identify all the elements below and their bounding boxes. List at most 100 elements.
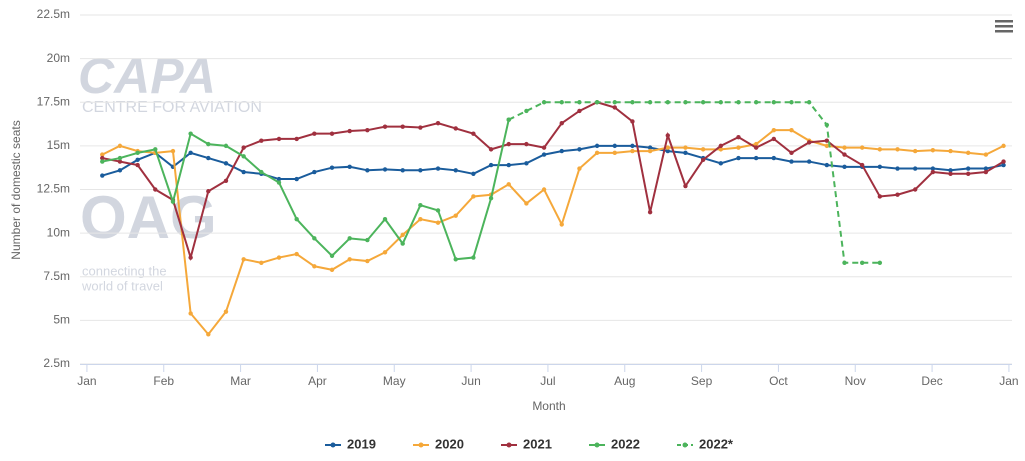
data-point: [665, 148, 670, 154]
legend-item[interactable]: 2021: [501, 436, 552, 451]
data-point: [700, 157, 706, 163]
y-tick-label: 2.5m: [43, 356, 70, 370]
data-point: [365, 237, 370, 243]
watermark-brand: CAPA: [78, 48, 216, 104]
data-point: [736, 100, 741, 105]
data-point: [842, 260, 847, 265]
data-point: [806, 100, 812, 105]
data-point: [630, 148, 635, 154]
y-tick-label: 15m: [47, 138, 70, 152]
data-point: [241, 257, 246, 262]
data-point: [577, 108, 582, 114]
data-point: [241, 145, 246, 150]
menu-icon[interactable]: [995, 20, 1013, 33]
series-line: [101, 129, 1004, 336]
watermark-logo: OAG: [80, 184, 217, 251]
data-point: [912, 148, 918, 154]
watermark-brand-sub: CENTRE FOR AVIATION: [82, 99, 262, 116]
data-point: [418, 168, 423, 173]
x-tick-label: Nov: [845, 374, 866, 388]
legend-item[interactable]: 2022: [589, 436, 640, 451]
data-point: [153, 147, 158, 152]
data-point: [453, 168, 458, 173]
data-point: [559, 148, 564, 154]
data-point: [700, 147, 706, 152]
data-point: [1001, 159, 1006, 164]
data-point: [577, 100, 582, 105]
data-point: [541, 152, 547, 157]
data-point: [206, 155, 211, 161]
menu-bar[interactable]: [995, 30, 1013, 33]
legend-item[interactable]: 2022*: [677, 436, 734, 451]
x-tick-label: Aug: [614, 374, 635, 388]
y-axis-label: Number of domestic seats: [9, 120, 23, 259]
data-point: [930, 148, 936, 153]
data-point: [312, 169, 317, 175]
data-point: [100, 159, 105, 164]
data-point: [983, 152, 989, 157]
data-point: [771, 155, 777, 161]
legend-label: 2019: [347, 436, 376, 451]
data-point: [895, 166, 900, 171]
data-point: [170, 199, 176, 204]
series-line: [102, 101, 1005, 262]
data-point: [188, 150, 193, 156]
x-tick-label: Feb: [153, 374, 174, 388]
y-tick-label: 20m: [47, 51, 70, 65]
x-tick-label: Jun: [461, 374, 480, 388]
data-point: [736, 145, 741, 150]
data-point: [471, 194, 476, 199]
data-point: [665, 133, 670, 138]
data-point: [100, 152, 105, 157]
data-point: [859, 162, 865, 168]
data-point: [806, 140, 812, 145]
data-point: [135, 162, 140, 168]
legend-item[interactable]: 2019: [325, 436, 376, 451]
y-tick-label: 5m: [53, 313, 70, 327]
data-point: [541, 187, 547, 192]
menu-bar[interactable]: [995, 20, 1013, 23]
data-point: [683, 183, 688, 189]
data-point: [524, 161, 529, 166]
data-point: [312, 264, 317, 269]
data-point: [365, 258, 370, 264]
data-point: [276, 136, 282, 142]
data-point: [541, 145, 547, 150]
data-point: [135, 157, 140, 163]
data-point: [400, 232, 405, 238]
data-point: [100, 173, 105, 178]
data-point: [930, 169, 936, 175]
data-point: [1001, 162, 1006, 168]
data-point: [983, 166, 989, 171]
y-tick-label: 7.5m: [43, 269, 70, 283]
data-point: [206, 189, 211, 194]
menu-bar[interactable]: [995, 25, 1013, 28]
x-tick-label: Jan: [77, 374, 96, 388]
data-point: [665, 145, 670, 150]
data-point: [453, 126, 458, 131]
y-tick-label: 10m: [47, 225, 70, 239]
data-point: [966, 150, 971, 156]
series-line: [508, 101, 880, 264]
data-point: [117, 155, 123, 161]
data-point: [736, 155, 741, 161]
data-point: [594, 143, 600, 149]
data-point: [117, 168, 123, 173]
data-point: [877, 194, 883, 199]
data-point: [329, 267, 335, 272]
data-point: [895, 147, 900, 152]
data-point: [276, 176, 282, 182]
legend-marker: [330, 442, 336, 448]
legend-label: 2020: [435, 436, 464, 451]
data-point: [488, 147, 494, 152]
data-point: [718, 100, 723, 105]
data-point: [259, 138, 264, 143]
data-point: [435, 220, 441, 225]
legend-item[interactable]: 2020: [413, 436, 464, 451]
data-point: [241, 169, 246, 175]
data-point: [382, 124, 388, 129]
data-point: [347, 236, 352, 241]
data-point: [294, 216, 299, 222]
data-point: [188, 255, 193, 260]
data-point: [930, 166, 936, 171]
